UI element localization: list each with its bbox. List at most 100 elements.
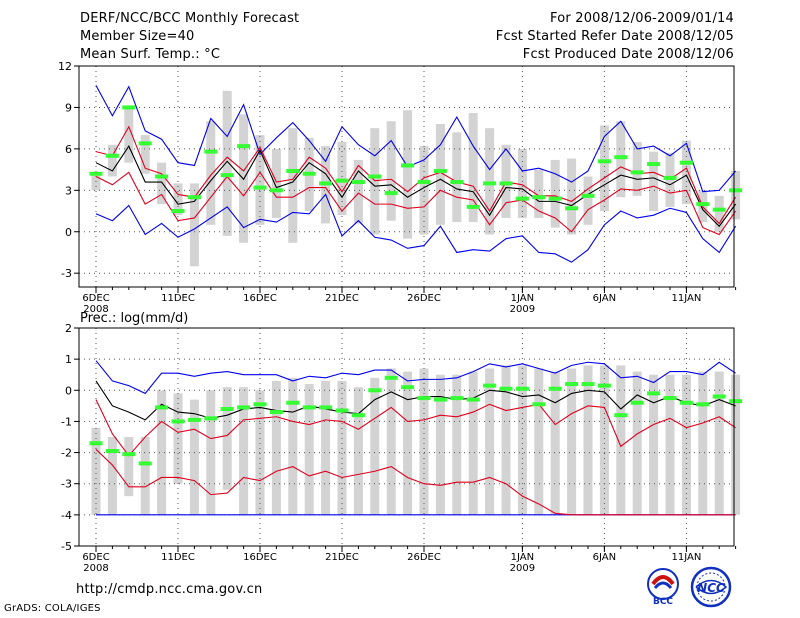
temp-median-mark	[171, 209, 185, 214]
temp-spread-box	[386, 121, 396, 221]
prec-xtick-label: 11DEC	[161, 552, 195, 563]
variable-label: Mean Surf. Temp.: °C	[80, 47, 221, 62]
temp-spread-box	[485, 128, 495, 235]
temp-median-mark	[466, 204, 480, 209]
ncc-logo: NCC	[690, 566, 732, 608]
prec-median-mark	[565, 382, 579, 387]
temp-median-mark	[105, 153, 119, 158]
prec-spread-box	[337, 380, 347, 515]
temp-spread-box	[107, 144, 117, 177]
temp-spread-box	[714, 195, 724, 232]
temp-ytick-label: 12	[58, 60, 72, 73]
temp-median-mark	[269, 188, 283, 193]
temp-median-mark	[138, 141, 152, 146]
temp-outer-low-line	[95, 193, 737, 263]
temp-spread-box	[567, 158, 577, 235]
temp-spread-box	[534, 169, 544, 218]
forecast-started-date: Fcst Started Refer Date 2008/12/05	[495, 29, 734, 44]
temp-median-mark	[155, 174, 169, 179]
prec-xtick-label: 11JAN	[671, 552, 701, 563]
prec-spread-box	[321, 380, 331, 515]
temp-spread-box	[649, 151, 659, 212]
prec-median-mark	[368, 388, 382, 393]
prec-median-mark	[171, 419, 185, 424]
temp-ytick-label: 3	[65, 184, 72, 197]
prec-ytick-label: 0	[65, 384, 72, 397]
temp-median-mark	[450, 180, 464, 185]
temp-xtick-label: 26DEC	[407, 293, 441, 304]
temp-median-mark	[368, 174, 382, 179]
temp-median-mark	[319, 181, 333, 186]
bcc-logo: BCC	[647, 568, 679, 607]
prec-median-mark	[581, 382, 595, 387]
temp-median-mark	[548, 196, 562, 201]
member-size: Member Size=40	[80, 29, 195, 44]
temp-median-mark	[499, 181, 513, 186]
prec-median-mark	[417, 396, 431, 401]
temp-xtick-year: 2009	[510, 304, 535, 315]
prec-spread-box	[222, 387, 232, 490]
prec-median-mark	[647, 391, 661, 396]
temp-median-mark	[614, 155, 628, 160]
temp-median-mark	[351, 180, 365, 185]
prec-xtick-label: 26DEC	[407, 552, 441, 563]
prec-median-mark	[532, 402, 546, 407]
prec-frame	[78, 327, 735, 547]
prec-xtick-label: 6JAN	[593, 552, 616, 563]
prec-spread-box	[91, 427, 101, 515]
bcc-logo-text: BCC	[653, 597, 673, 607]
temp-spread-box	[206, 121, 216, 225]
prec-median-mark	[515, 386, 529, 391]
prec-panel: Prec.: log(mm/d)-5-4-3-2-10126DEC200811D…	[61, 311, 743, 574]
prec-median-mark	[597, 383, 611, 388]
prec-median-mark	[483, 383, 497, 388]
prec-median-mark	[548, 386, 562, 391]
temp-median-mark	[89, 171, 103, 176]
temp-xtick-label: 21DEC	[325, 293, 359, 304]
source-url[interactable]: http://cmdp.ncc.cma.gov.cn	[76, 582, 263, 597]
prec-spread-box	[239, 387, 249, 515]
temp-spread-box	[173, 183, 183, 216]
temp-median-mark	[647, 162, 661, 167]
prec-median-mark	[105, 449, 119, 454]
temp-spread-box	[124, 107, 134, 163]
prec-median-mark	[401, 385, 415, 390]
prec-spread-box	[189, 399, 199, 515]
temp-spread-box	[599, 125, 609, 212]
prec-spread-box	[583, 365, 593, 515]
prec-spread-box	[485, 368, 495, 515]
prec-spread-box	[501, 365, 511, 515]
temp-xtick-label: 11JAN	[671, 293, 701, 304]
temp-outer-high-line	[95, 85, 737, 193]
forecast-period: For 2008/12/06-2009/01/14	[550, 11, 734, 26]
prec-median-mark	[663, 396, 677, 401]
temp-median-mark	[712, 207, 726, 212]
prec-xtick-label: 21DEC	[325, 552, 359, 563]
prec-spread-box	[435, 374, 445, 515]
temp-median-mark	[630, 170, 644, 175]
prec-median-mark	[450, 396, 464, 401]
prec-median-mark	[630, 400, 644, 405]
temp-spread-box	[91, 173, 101, 191]
temp-spread-box	[583, 176, 593, 225]
temp-xtick-label: 6JAN	[593, 293, 616, 304]
prec-inner-low-line	[95, 449, 736, 516]
temp-median-mark	[483, 181, 497, 186]
prec-spread-box	[370, 377, 380, 515]
prec-spread-box	[124, 437, 134, 497]
temp-ytick-label: 0	[65, 226, 72, 239]
grads-credit: GrADS: COLA/IGES	[4, 603, 101, 614]
prec-median-mark	[138, 461, 152, 466]
temp-median-mark	[122, 105, 136, 110]
prec-spread-box	[140, 437, 150, 515]
ncc-logo-text: NCC	[697, 581, 725, 595]
temp-median-mark	[696, 202, 710, 207]
temp-spread-box	[370, 128, 380, 235]
temp-median-mark	[581, 193, 595, 198]
temp-median-mark	[253, 185, 267, 190]
prec-median-mark	[712, 394, 726, 399]
temp-ytick-label: 6	[65, 143, 72, 156]
prec-median-mark	[302, 405, 316, 410]
temp-median-mark	[401, 163, 415, 168]
